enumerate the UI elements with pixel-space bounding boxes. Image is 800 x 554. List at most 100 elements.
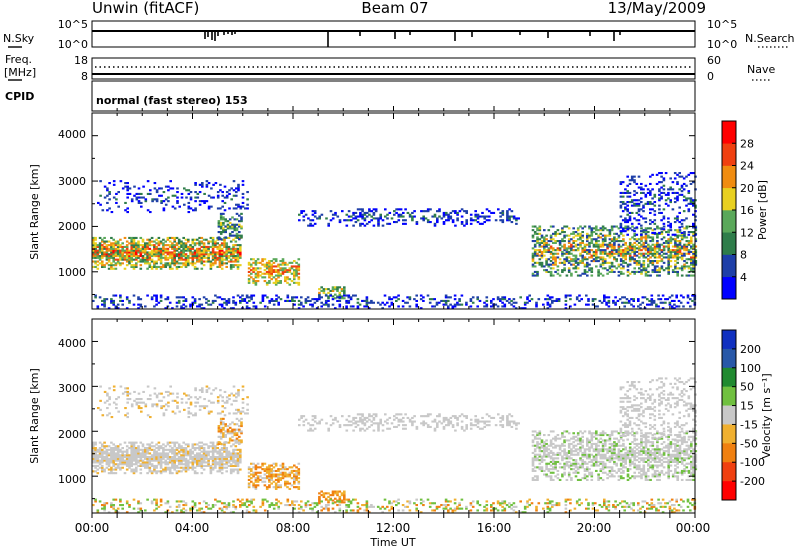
velocity-cell (141, 454, 145, 457)
power-cell (162, 207, 166, 210)
power-cell (685, 258, 689, 261)
power-cell (132, 294, 136, 297)
power-cell (436, 219, 439, 222)
freq-left-tick-top: 18 (74, 54, 88, 67)
power-cell (676, 231, 679, 234)
velocity-cell (107, 448, 111, 451)
power-cell (180, 242, 183, 245)
velocity-cell (404, 427, 407, 430)
power-cell (365, 303, 369, 306)
power-cell (471, 301, 475, 304)
velocity-cell (508, 424, 511, 427)
power-cell (189, 245, 192, 248)
power-cell (538, 254, 542, 257)
velocity-cell (263, 469, 267, 472)
velocity-cell (329, 424, 333, 427)
power-cell (198, 260, 201, 263)
power-cell (175, 242, 179, 245)
power-cell (533, 254, 537, 257)
power-cell (599, 272, 603, 275)
power-cell (426, 219, 430, 222)
velocity-cell (132, 457, 136, 460)
power-cell (110, 264, 113, 267)
power-cell (630, 175, 634, 178)
power-cell (356, 301, 360, 304)
power-cell (182, 262, 185, 265)
power-colorbar-tick: 8 (740, 249, 747, 262)
power-cell (132, 303, 136, 306)
power-cell (633, 247, 636, 250)
velocity-cell (250, 469, 253, 472)
power-cell (124, 182, 127, 185)
velocity-cell (92, 450, 95, 453)
power-cell (512, 217, 516, 220)
power-cell (424, 210, 428, 213)
power-cell (365, 305, 369, 308)
power-cell (225, 303, 228, 306)
velocity-cell (132, 470, 136, 473)
power-cell (408, 296, 412, 299)
velocity-cell (274, 482, 278, 485)
power-cell (175, 301, 179, 304)
power-cell (106, 201, 109, 204)
velocity-cell (117, 396, 120, 399)
power-cell (146, 267, 149, 270)
power-cell (687, 265, 691, 268)
velocity-cell (234, 468, 238, 471)
power-cell (177, 240, 181, 243)
power-cell (265, 270, 269, 273)
velocity-cell (231, 430, 234, 433)
velocity-cell (105, 448, 109, 451)
velocity-cell (476, 420, 480, 423)
power-cell (252, 305, 256, 308)
power-cell (302, 215, 306, 218)
power-cell (338, 291, 342, 294)
velocity-cell (155, 452, 158, 455)
power-cell (630, 199, 634, 202)
velocity-cell (219, 389, 222, 392)
power-cell (97, 201, 100, 204)
power-cell (284, 299, 287, 302)
power-cell (540, 263, 544, 266)
power-cell (209, 240, 213, 243)
power-cell (132, 247, 136, 250)
power-cell (196, 255, 199, 258)
power-cell (112, 247, 115, 250)
velocity-cell (155, 450, 158, 453)
power-cell (579, 241, 582, 244)
velocity-cell (354, 422, 358, 425)
velocity-cell (290, 471, 294, 474)
power-cell (374, 210, 378, 213)
velocity-cell (454, 415, 457, 418)
velocity-cell (98, 448, 102, 451)
power-cell (105, 240, 109, 243)
velocity-cell (311, 415, 315, 418)
power-cell (121, 247, 124, 250)
power-cell (205, 238, 208, 241)
power-cell (114, 258, 118, 261)
velocity-cell (180, 461, 183, 464)
power-cell (552, 241, 555, 244)
power-cell (329, 210, 333, 213)
power-cell (168, 253, 172, 256)
velocity-cell (449, 422, 453, 425)
power-cell (548, 296, 552, 299)
power-cell (617, 252, 621, 255)
velocity-cell (481, 420, 484, 423)
velocity-cell (246, 403, 249, 406)
power-cell (146, 245, 149, 248)
velocity-cell (191, 466, 195, 469)
velocity-cell (150, 456, 154, 459)
power-cell (363, 299, 366, 302)
power-cell (601, 229, 605, 232)
power-cell (336, 296, 339, 299)
power-cell (96, 264, 100, 267)
power-cell (633, 232, 636, 235)
power-cell (653, 270, 657, 273)
velocity-cell (465, 425, 468, 428)
velocity-cell (96, 456, 100, 459)
power-cell (628, 263, 632, 266)
power-cell (98, 249, 102, 252)
power-cell (662, 236, 666, 239)
power-cell (669, 177, 672, 180)
